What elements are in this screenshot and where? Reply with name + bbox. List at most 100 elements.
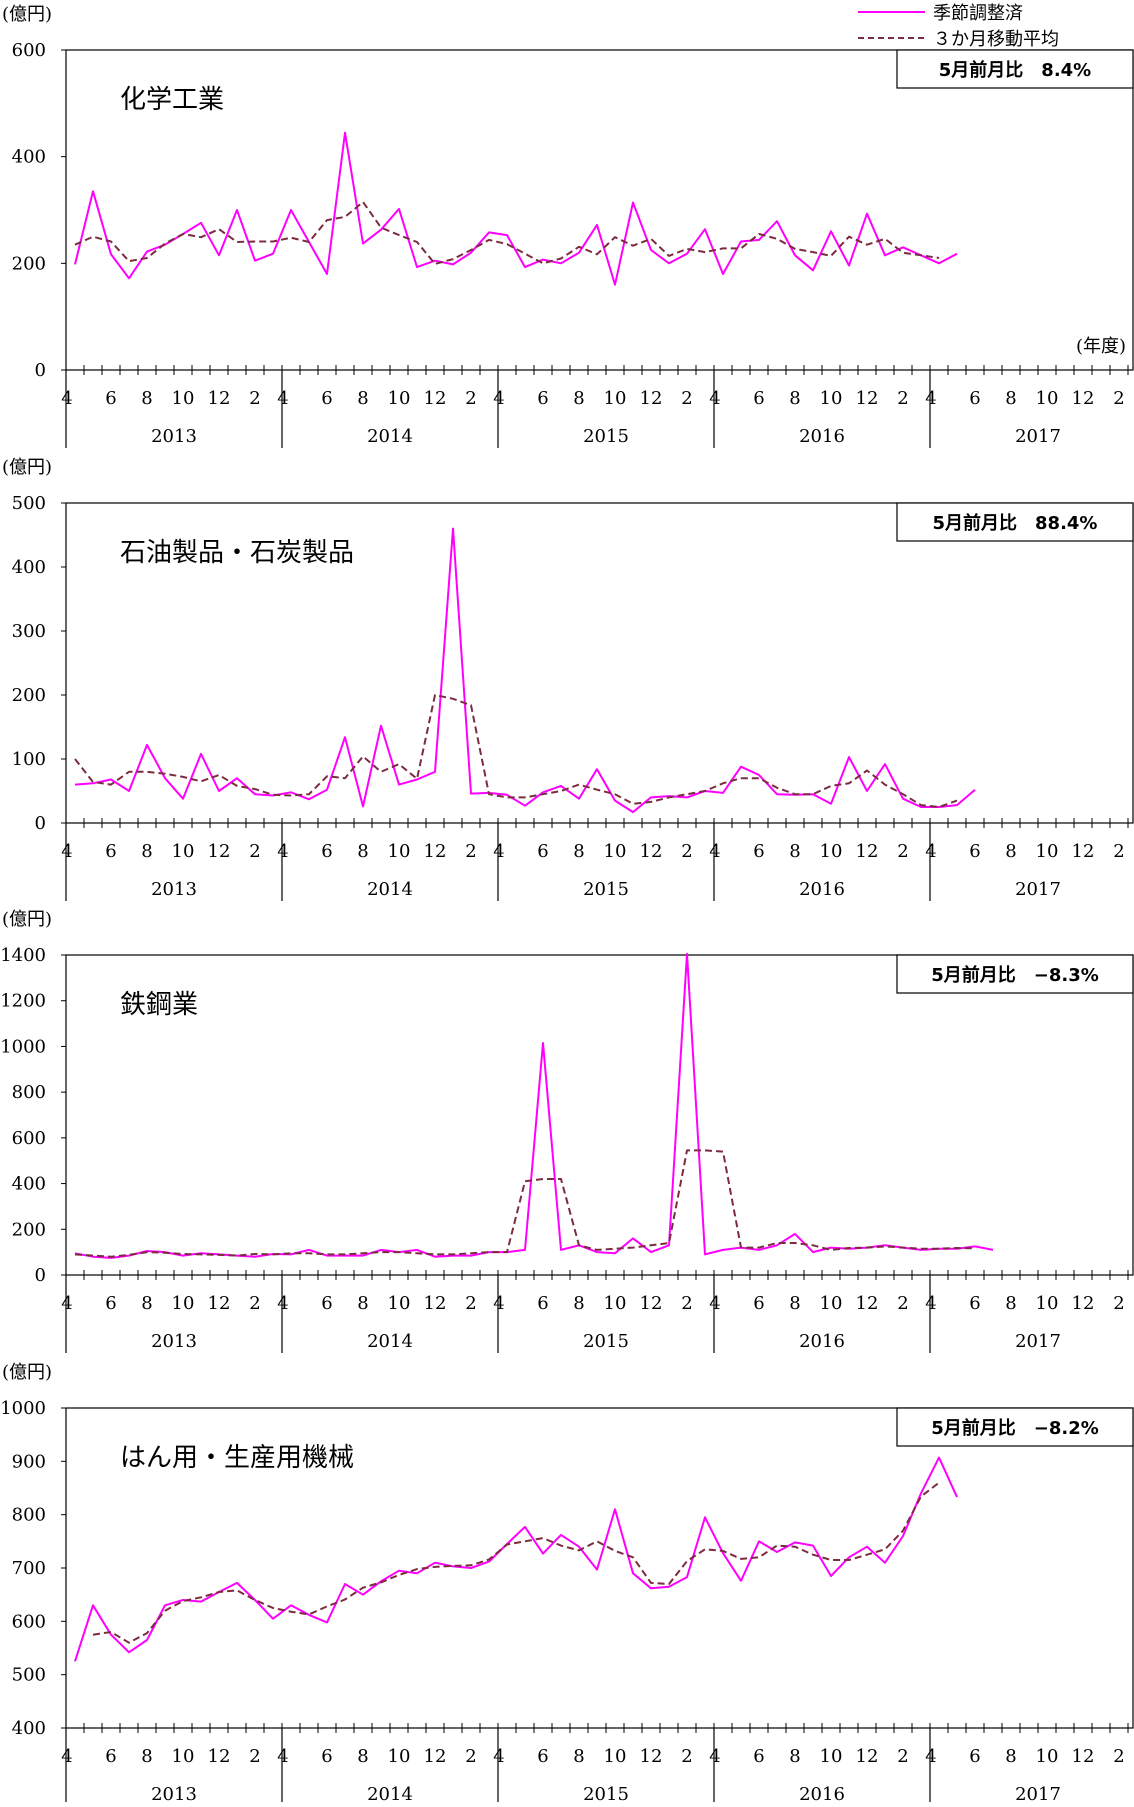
x-year-label: 2014 [367, 1784, 413, 1802]
legend-sa-label: 季節調整済 [933, 3, 1023, 24]
y-unit-label: (億円) [2, 909, 52, 930]
x-month-label: 2 [681, 388, 692, 409]
x-month-label: 2 [249, 1293, 260, 1314]
y-tick-label: 100 [12, 749, 46, 770]
panel-title: はん用・生産用機械 [120, 1443, 354, 1473]
x-month-label: 8 [789, 841, 800, 862]
x-month-label: 2 [465, 841, 476, 862]
x-month-label: 4 [277, 841, 288, 862]
x-month-label: 10 [820, 841, 843, 862]
legend: 季節調整済 ３か月移動平均 [858, 3, 1059, 50]
x-month-label: 12 [1072, 1746, 1095, 1767]
x-month-label: 2 [249, 841, 260, 862]
x-month-label: 12 [1072, 388, 1095, 409]
x-year-label: 2015 [583, 426, 629, 447]
y-tick-label: 0 [35, 360, 46, 381]
x-month-label: 4 [709, 388, 720, 409]
x-year-label: 2016 [799, 426, 845, 447]
x-month-label: 12 [640, 1746, 663, 1767]
x-month-label: 12 [856, 1746, 879, 1767]
x-month-label: 10 [1036, 841, 1059, 862]
x-month-label: 10 [604, 841, 627, 862]
x-year-label: 2014 [367, 426, 413, 447]
x-month-label: 4 [277, 1746, 288, 1767]
chart-panel-4: (億円) 400 500 600 700 800 900 1000 4 6 8 10 12 2 2013 4 6… [0, 1362, 1134, 1806]
x-month-label: 8 [789, 388, 800, 409]
x-month-label: 8 [141, 388, 152, 409]
series-line-moving-average [74, 694, 958, 808]
y-tick-label: 400 [12, 147, 46, 168]
x-month-label: 4 [925, 388, 936, 409]
x-month-label: 10 [172, 1293, 195, 1314]
x-month-label: 6 [753, 841, 764, 862]
x-month-label: 2 [897, 1293, 908, 1314]
y-unit-label: (億円) [2, 4, 52, 25]
x-month-label: 8 [357, 1746, 368, 1767]
x-month-label: 10 [604, 388, 627, 409]
y-tick-label: 400 [12, 1174, 46, 1195]
y-tick-label: 800 [12, 1082, 46, 1103]
x-month-label: 8 [357, 841, 368, 862]
ratio-label: 5月前月比 8.4% [939, 59, 1091, 81]
x-month-label: 8 [357, 1293, 368, 1314]
ratio-box [896, 954, 1134, 994]
x-month-label: 4 [493, 388, 504, 409]
ratio-label: 5月前月比 88.4% [933, 512, 1098, 534]
x-month-label: 10 [820, 388, 843, 409]
x-month-label: 6 [105, 841, 116, 862]
x-month-label: 2 [897, 841, 908, 862]
y-tick-label: 500 [12, 493, 46, 514]
x-month-label: 2 [249, 388, 260, 409]
x-year-label: 2014 [367, 879, 413, 900]
x-month-label: 4 [709, 1746, 720, 1767]
x-month-label: 10 [604, 1746, 627, 1767]
y-tick-label: 1000 [0, 1398, 46, 1419]
x-year-label: 2017 [1015, 1331, 1061, 1352]
x-month-label: 8 [141, 1293, 152, 1314]
x-month-label: 2 [681, 1293, 692, 1314]
x-month-label: 8 [141, 841, 152, 862]
x-month-label: 2 [897, 1746, 908, 1767]
x-month-label: 10 [172, 841, 195, 862]
panel-title: 化学工業 [120, 85, 224, 115]
x-year-label: 2013 [151, 1784, 197, 1802]
x-month-label: 8 [141, 1746, 152, 1767]
x-month-label: 10 [172, 1746, 195, 1767]
x-month-label: 6 [753, 1293, 764, 1314]
plot-frame [65, 502, 1134, 824]
x-month-label: 6 [537, 1746, 548, 1767]
x-month-label: 2 [249, 1746, 260, 1767]
y-tick-label: 600 [12, 1611, 46, 1632]
y-tick-label: 800 [12, 1505, 46, 1526]
x-month-label: 8 [1005, 388, 1016, 409]
y-tick-label: 600 [12, 1128, 46, 1149]
ratio-label: 5月前月比 −8.2% [931, 1417, 1099, 1439]
x-year-label: 2014 [367, 1331, 413, 1352]
y-tick-label: 900 [12, 1451, 46, 1472]
x-month-label: 6 [105, 1293, 116, 1314]
y-tick-label: 200 [12, 1219, 46, 1240]
x-month-label: 6 [105, 1746, 116, 1767]
x-year-label: 2013 [151, 426, 197, 447]
x-month-label: 4 [277, 1293, 288, 1314]
x-month-label: 10 [172, 388, 195, 409]
x-year-label: 2017 [1015, 1784, 1061, 1802]
x-month-label: 6 [321, 1293, 332, 1314]
x-month-label: 6 [321, 841, 332, 862]
x-month-label: 12 [1072, 841, 1095, 862]
y-tick-label: 0 [35, 813, 46, 834]
y-tick-label: 400 [12, 1718, 46, 1739]
series-line-seasonally-adjusted [74, 1456, 958, 1662]
x-month-label: 2 [465, 1293, 476, 1314]
x-month-label: 2 [465, 388, 476, 409]
y-unit-label: (億円) [2, 1362, 52, 1383]
series-line-seasonally-adjusted [74, 527, 976, 814]
y-tick-label: 0 [35, 1265, 46, 1286]
x-month-label: 4 [925, 1293, 936, 1314]
x-month-label: 12 [424, 1746, 447, 1767]
y-tick-label: 1400 [0, 945, 46, 966]
x-month-label: 10 [388, 1293, 411, 1314]
y-tick-label: 500 [12, 1665, 46, 1686]
x-month-label: 6 [537, 1293, 548, 1314]
